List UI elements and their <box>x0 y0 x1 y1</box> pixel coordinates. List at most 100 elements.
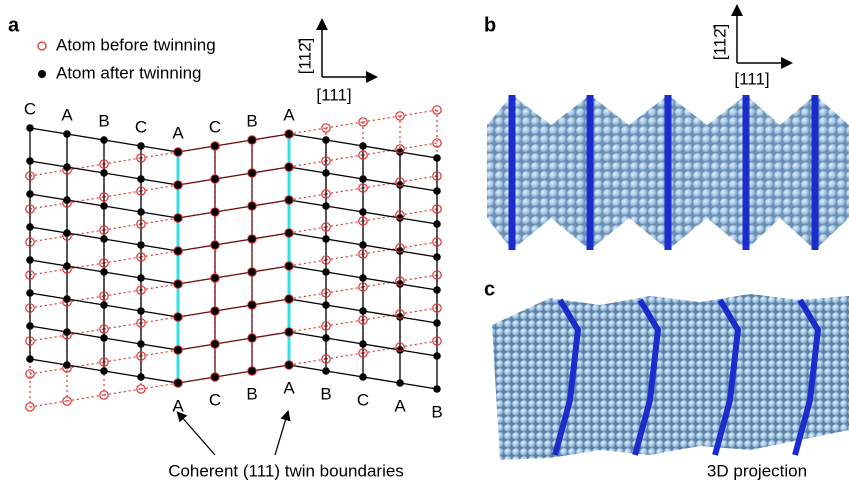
twinned-bond <box>289 233 326 239</box>
stacking-label: C <box>357 390 369 409</box>
twinned-bond <box>141 245 178 251</box>
twinned-bond <box>289 134 326 140</box>
twinned-atom <box>26 256 34 264</box>
twinned-bond <box>67 167 104 173</box>
original-bond <box>289 227 326 233</box>
original-bond <box>400 242 437 248</box>
twinned-atom <box>100 235 108 243</box>
twinned-atom <box>322 268 330 276</box>
original-bond <box>363 149 400 155</box>
original-bond <box>104 224 141 230</box>
twinned-atom <box>137 175 145 183</box>
stacking-label: B <box>320 384 331 403</box>
original-bond <box>104 158 141 164</box>
twinned-atom <box>100 334 108 342</box>
original-bond <box>289 359 326 365</box>
stacking-label: A <box>61 105 73 124</box>
twinned-atom <box>285 130 293 138</box>
twinned-atom <box>63 295 71 303</box>
twinned-atom <box>26 223 34 231</box>
twinned-atom <box>63 163 71 171</box>
original-bond <box>141 284 178 290</box>
figure: a b c Atom before twinning Atom after tw… <box>0 0 849 485</box>
twinned-bond <box>289 365 326 371</box>
stacking-label: B <box>246 111 257 130</box>
original-bond <box>363 215 400 221</box>
twinned-bond <box>67 299 104 305</box>
stacking-label: A <box>172 396 184 415</box>
original-bond <box>67 164 104 170</box>
twinned-bond <box>215 206 252 212</box>
original-bond <box>363 182 400 188</box>
twinned-atom <box>359 307 367 315</box>
twinned-bond <box>30 260 67 266</box>
twinned-atom <box>248 301 256 309</box>
twinned-atom <box>100 136 108 144</box>
twinned-bond <box>215 338 252 344</box>
twinned-atom <box>63 262 71 270</box>
twinned-atom <box>211 175 219 183</box>
twinned-bond <box>67 266 104 272</box>
twinned-bond <box>104 305 141 311</box>
panel-label: c <box>484 278 495 300</box>
twinned-bond <box>141 311 178 317</box>
axis-label: [111] <box>734 69 769 88</box>
twinned-bond <box>30 293 67 299</box>
twinned-bond <box>178 179 215 185</box>
original-bond <box>141 251 178 257</box>
twinned-atom <box>211 274 219 282</box>
twinned-bond <box>252 134 289 140</box>
twinned-atom <box>322 334 330 342</box>
twinned-bond <box>252 200 289 206</box>
twinned-atom <box>433 220 441 228</box>
twinned-bond <box>400 185 437 191</box>
twinned-atom <box>26 289 34 297</box>
crystal-c <box>492 294 849 460</box>
original-bond <box>289 326 326 332</box>
twinned-atom <box>174 313 182 321</box>
twinned-atom <box>26 322 34 330</box>
twinned-bond <box>67 134 104 140</box>
twinned-bond <box>30 326 67 332</box>
original-bond <box>104 191 141 197</box>
twinned-atom <box>248 202 256 210</box>
twinned-atom <box>174 379 182 387</box>
twinned-bond <box>326 272 363 278</box>
twinned-atom <box>137 142 145 150</box>
twinned-atom <box>433 286 441 294</box>
twinned-atom <box>211 373 219 381</box>
lattice: CABCACBAACBABCAB <box>24 99 443 421</box>
twinned-bond <box>141 344 178 350</box>
original-bond <box>141 218 178 224</box>
twinned-atom <box>433 187 441 195</box>
twinned-atom <box>248 136 256 144</box>
twinned-bond <box>30 194 67 200</box>
twinned-atom <box>211 241 219 249</box>
twinned-atom <box>359 175 367 183</box>
original-bond <box>326 122 363 128</box>
twinned-bond <box>30 161 67 167</box>
twinned-bond <box>363 146 400 152</box>
original-bond <box>326 221 363 227</box>
original-bond <box>141 317 178 323</box>
twinned-bond <box>141 212 178 218</box>
twinned-bond <box>289 167 326 173</box>
twinned-atom <box>248 268 256 276</box>
twinned-atom <box>100 169 108 177</box>
caption: Coherent (111) twin boundaries <box>168 461 404 480</box>
axes-b <box>737 10 787 63</box>
original-bond <box>289 260 326 266</box>
original-bond <box>67 263 104 269</box>
twinned-atom <box>137 241 145 249</box>
original-bond <box>30 335 67 341</box>
twinned-bond <box>215 239 252 245</box>
original-bond <box>67 362 104 368</box>
twinned-atom <box>285 328 293 336</box>
original-bond <box>363 347 400 353</box>
original-bond <box>363 314 400 320</box>
twinned-atom <box>100 268 108 276</box>
original-bond <box>400 110 437 116</box>
twinned-bond <box>363 179 400 185</box>
stacking-label: B <box>246 384 257 403</box>
twinned-bond <box>215 173 252 179</box>
